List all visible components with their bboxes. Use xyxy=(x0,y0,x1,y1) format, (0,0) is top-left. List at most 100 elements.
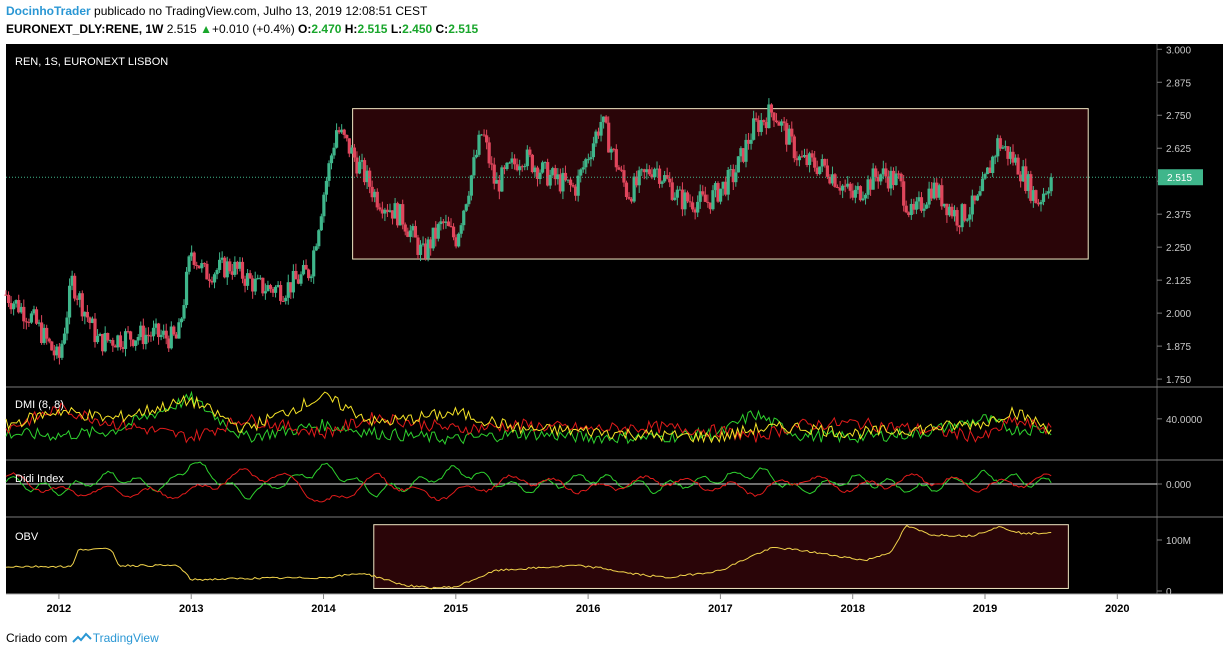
candle xyxy=(294,270,298,280)
candle xyxy=(731,169,735,183)
didi-pane[interactable]: 0.000 xyxy=(5,461,1191,503)
candle xyxy=(40,322,44,343)
candle xyxy=(177,322,181,339)
candle xyxy=(441,221,445,223)
candle xyxy=(182,305,186,319)
candle xyxy=(314,246,318,251)
candle xyxy=(230,271,234,275)
candle xyxy=(429,239,433,249)
candle xyxy=(342,129,346,135)
candle xyxy=(1003,146,1007,148)
candle xyxy=(126,331,130,333)
candle xyxy=(462,210,466,226)
candle xyxy=(874,168,878,177)
candle xyxy=(780,121,784,126)
published-text: publicado no TradingView.com, Julho 13, … xyxy=(94,4,428,18)
candle xyxy=(749,139,753,144)
candle xyxy=(520,166,524,168)
candle xyxy=(899,173,903,182)
candle xyxy=(164,330,168,339)
price-change: +0.010 (+0.4%) xyxy=(211,22,295,36)
candle xyxy=(401,204,405,225)
candle xyxy=(27,321,31,323)
candle xyxy=(421,243,425,245)
time-tick-label: 2020 xyxy=(1105,603,1129,615)
candle xyxy=(838,187,842,191)
candle xyxy=(932,182,936,199)
candle xyxy=(902,181,906,206)
candle xyxy=(729,169,733,171)
candle xyxy=(190,252,194,257)
obv-tick-label: 0 xyxy=(1166,587,1172,598)
candle xyxy=(469,175,473,196)
candle xyxy=(266,285,270,292)
time-axis[interactable]: 2012 2013 2014 2015 2016 2017 2018 2019 2020 xyxy=(0,593,1229,621)
candle xyxy=(497,180,501,192)
candle xyxy=(362,160,367,183)
last-price-badge xyxy=(1158,169,1203,186)
candle xyxy=(271,288,275,293)
candle xyxy=(998,138,1002,149)
candle xyxy=(495,180,499,184)
candle xyxy=(614,149,618,168)
price-pane[interactable]: 3.0002.8752.7502.6252.5002.3752.2502.125… xyxy=(4,45,1203,386)
candle xyxy=(940,185,944,207)
candle xyxy=(329,155,334,164)
candle xyxy=(1041,193,1046,202)
candle xyxy=(665,175,669,179)
dmi-pane[interactable]: 40.0000 xyxy=(5,390,1203,446)
candle xyxy=(1021,166,1025,182)
candle xyxy=(238,261,242,269)
time-axis-background xyxy=(0,594,1229,621)
candle xyxy=(579,169,583,176)
candle xyxy=(1013,157,1018,163)
candle xyxy=(586,159,590,161)
candle xyxy=(907,212,911,216)
candle xyxy=(764,122,768,129)
candle xyxy=(795,158,799,161)
candle xyxy=(317,230,321,247)
publish-info: DocinhoTrader publicado no TradingView.c… xyxy=(6,4,427,18)
candle xyxy=(411,226,415,231)
candle xyxy=(144,334,148,345)
candle xyxy=(67,285,72,318)
candle xyxy=(118,335,123,348)
candle xyxy=(968,214,972,220)
candle xyxy=(975,195,980,201)
candle xyxy=(703,194,707,202)
candle xyxy=(601,116,606,122)
candle xyxy=(762,120,766,123)
time-tick-label: 2017 xyxy=(708,603,732,615)
candle xyxy=(390,210,395,219)
candle xyxy=(807,153,812,166)
didi-pane-title: Didi Index xyxy=(15,473,64,485)
candle xyxy=(228,261,232,272)
candle xyxy=(256,278,260,280)
candle xyxy=(439,221,443,225)
candle xyxy=(1047,191,1051,194)
candle xyxy=(533,167,537,173)
candle xyxy=(385,209,390,212)
candle xyxy=(701,191,705,195)
candle xyxy=(459,225,463,234)
adx-line xyxy=(5,391,1052,444)
candle xyxy=(1049,177,1053,192)
candle xyxy=(815,167,819,174)
candle xyxy=(772,112,776,121)
minus-di-line xyxy=(5,402,1052,444)
candle xyxy=(103,332,107,352)
candle xyxy=(782,121,786,124)
candle xyxy=(6,294,11,304)
candle xyxy=(820,159,824,167)
candle xyxy=(454,237,458,247)
candle xyxy=(518,166,522,171)
candle xyxy=(843,185,847,187)
price-tick-label: 1.875 xyxy=(1166,342,1191,353)
obv-pane[interactable]: 100M 0 xyxy=(5,524,1191,598)
author-link[interactable]: DocinhoTrader xyxy=(6,4,91,18)
candle xyxy=(1031,190,1035,201)
candle xyxy=(174,334,178,339)
candle xyxy=(123,331,128,349)
tradingview-link[interactable]: TradingView xyxy=(92,631,159,645)
